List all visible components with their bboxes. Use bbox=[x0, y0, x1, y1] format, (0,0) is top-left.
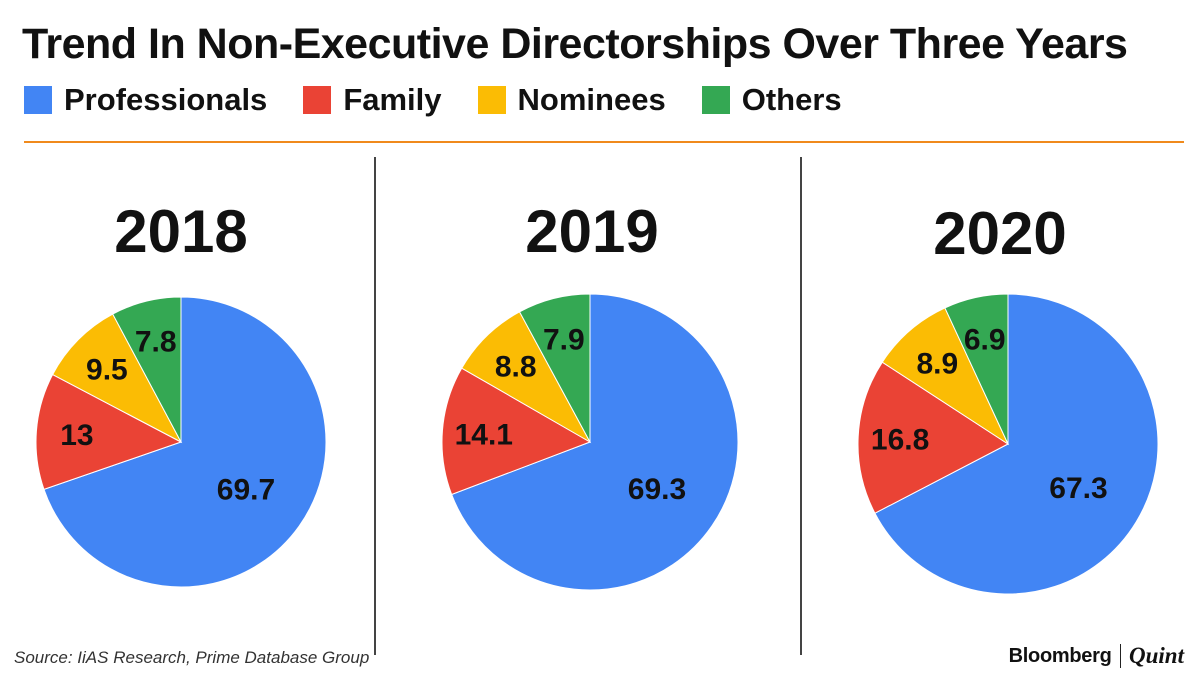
pie-value-label-professionals: 69.3 bbox=[628, 473, 686, 506]
pie-value-label-family: 16.8 bbox=[871, 424, 929, 457]
legend-label-nominees: Nominees bbox=[517, 82, 666, 117]
legend: Professionals Family Nominees Others bbox=[24, 80, 878, 120]
legend-swatch-nominees bbox=[477, 86, 506, 114]
pie-value-label-nominees: 8.8 bbox=[495, 351, 537, 384]
pie-slice-others bbox=[112, 296, 182, 443]
pie-chart-2019: 2019 69.3 14.1 8.87.9 bbox=[441, 198, 739, 591]
legend-item-professionals: Professionals bbox=[24, 82, 267, 118]
panel-divider-1 bbox=[374, 157, 376, 655]
brand-logo: Bloomberg Quint bbox=[1009, 643, 1184, 669]
source-note: Source: IiAS Research, Prime Database Gr… bbox=[14, 648, 370, 667]
panel-divider-2 bbox=[800, 157, 802, 655]
pie-title: 2020 bbox=[933, 200, 1066, 267]
pie-slice-professionals bbox=[874, 293, 1159, 595]
legend-item-others: Others bbox=[701, 82, 842, 118]
pie-value-label-family: 14.1 bbox=[455, 419, 513, 452]
legend-label-others: Others bbox=[741, 82, 842, 117]
brand-secondary: Quint bbox=[1129, 643, 1184, 668]
legend-swatch-family bbox=[303, 86, 332, 114]
pie-value-label-professionals: 69.7 bbox=[217, 473, 275, 506]
pie-slice-nominees bbox=[51, 313, 183, 444]
legend-swatch-professionals bbox=[24, 86, 52, 114]
legend-label-professionals: Professionals bbox=[64, 82, 268, 117]
legend-item-family: Family bbox=[303, 82, 442, 118]
brand-primary: Bloomberg bbox=[1008, 644, 1112, 667]
pie-value-label-others: 6.9 bbox=[964, 324, 1006, 357]
header-rule bbox=[24, 141, 1184, 143]
legend-label-family: Family bbox=[343, 82, 442, 117]
pie-chart-2018: 2018 69.7 13 9.57.8 bbox=[35, 198, 327, 588]
pie-value-label-nominees: 9.5 bbox=[86, 353, 128, 386]
pie-slice-professionals bbox=[43, 296, 327, 588]
pie-value-label-others: 7.9 bbox=[543, 324, 585, 357]
pie-slice-others bbox=[944, 293, 1009, 445]
chart-title: Trend In Non-Executive Directorships Ove… bbox=[22, 20, 1128, 68]
pie-value-label-others: 7.8 bbox=[135, 326, 177, 359]
pie-chart-2020: 2020 67.3 16.8 8.96.9 bbox=[857, 200, 1159, 595]
pie-slice-professionals bbox=[450, 293, 739, 591]
pie-title: 2019 bbox=[525, 198, 658, 265]
legend-swatch-others bbox=[701, 86, 730, 114]
pie-value-label-family: 13 bbox=[60, 419, 93, 452]
legend-item-nominees: Nominees bbox=[477, 82, 666, 118]
pie-slice-family bbox=[857, 361, 1009, 514]
pie-value-label-nominees: 8.9 bbox=[916, 347, 958, 380]
pie-title: 2018 bbox=[114, 198, 247, 265]
pie-slice-nominees bbox=[461, 311, 592, 444]
brand-separator bbox=[1119, 644, 1122, 668]
pie-slice-nominees bbox=[881, 307, 1010, 446]
pie-slice-family bbox=[441, 367, 592, 496]
pie-slice-family bbox=[35, 373, 183, 491]
pie-slice-others bbox=[518, 293, 591, 443]
pie-value-label-professionals: 67.3 bbox=[1049, 472, 1107, 505]
